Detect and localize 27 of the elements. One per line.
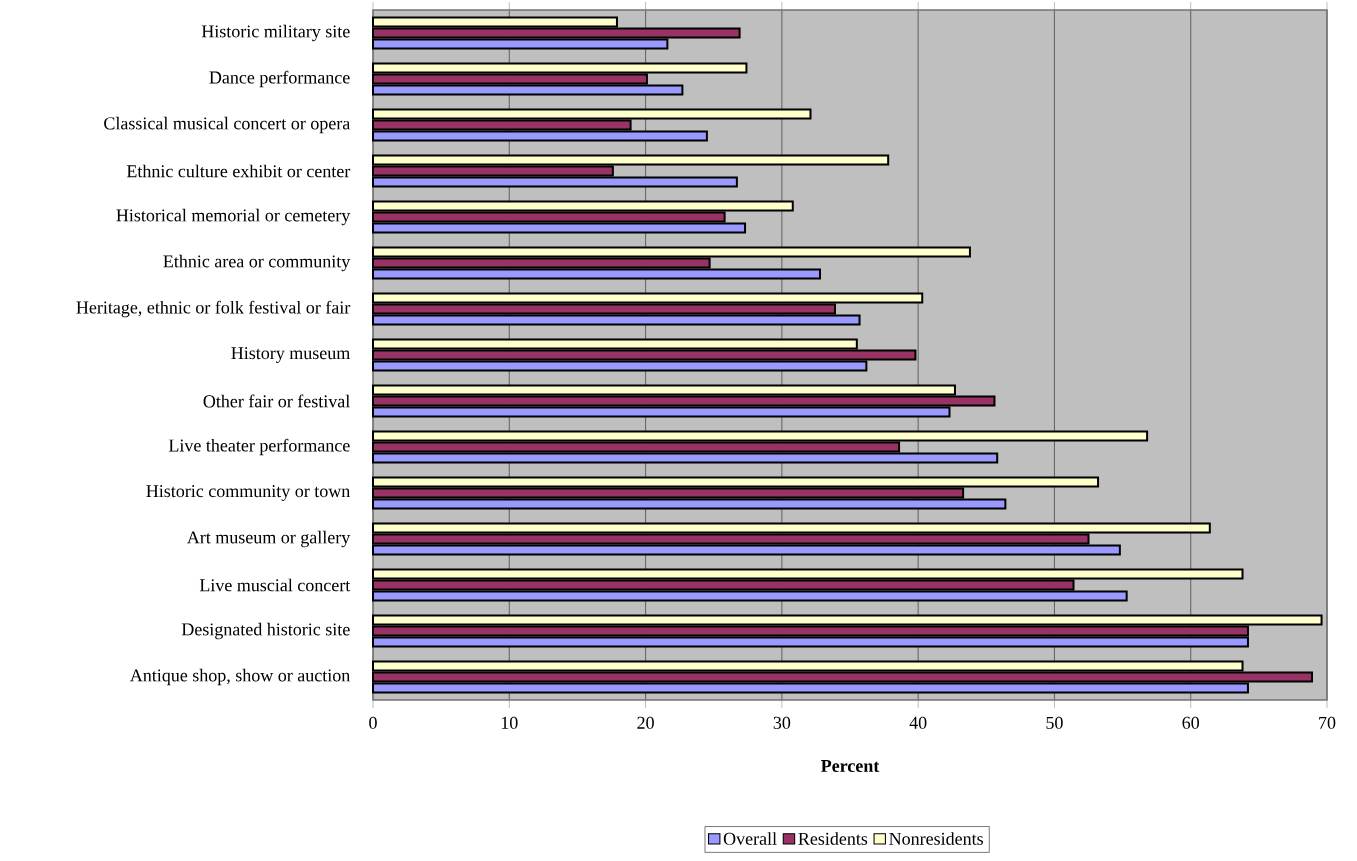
y-tick-label: Heritage, ethnic or folk festival or fair [76, 300, 351, 318]
y-tick-label: Ethnic culture exhibit or center [126, 164, 351, 178]
x-tick-label: 10 [501, 716, 518, 729]
y-tick-label: Other fair or festival [203, 394, 350, 408]
x-tick-label: 50 [1046, 716, 1063, 729]
legend-label: Nonresidents [889, 832, 983, 845]
x-tick-label: 30 [773, 716, 791, 729]
x-tick-label: 20 [637, 716, 654, 729]
y-tick-label: Live theater performance [168, 438, 350, 456]
y-tick-label: Historical memorial or cemetery [116, 208, 351, 226]
x-axis-title: Percent [821, 760, 880, 772]
y-tick-label: Historic community or town [146, 485, 351, 501]
y-tick-label: Dance performance [209, 70, 350, 88]
x-tick-label: 70 [1319, 716, 1336, 729]
x-tick-label: 0 [369, 716, 377, 729]
y-tick-label: Live muscial concert [199, 578, 351, 592]
legend-label: Overall [723, 832, 777, 845]
y-tick-label: Ethnic area or community [163, 254, 351, 272]
y-tick-label: Classical musical concert or opera [104, 116, 351, 134]
y-tick-label: Art museum or gallery [186, 530, 351, 548]
x-tick-label: 40 [909, 716, 927, 729]
y-tick-label: Antique shop, show or auction [129, 668, 350, 686]
x-tick-label: 60 [1182, 716, 1200, 729]
y-tick-label: Historic military site [201, 24, 350, 42]
y-tick-label: Designated historic site [181, 622, 350, 640]
y-tick-label: History museum [231, 347, 350, 363]
legend-label: Residents [798, 832, 868, 845]
